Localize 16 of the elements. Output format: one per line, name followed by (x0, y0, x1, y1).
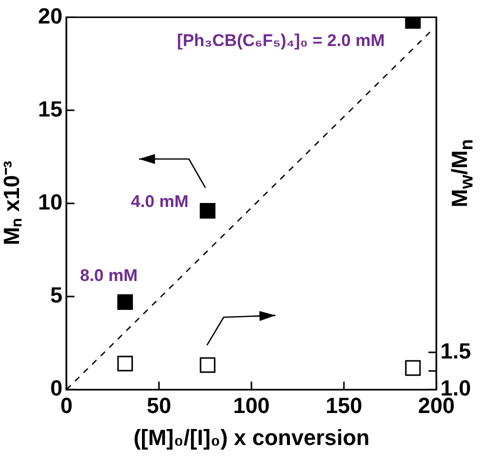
x-axis-title: ([M]₀/[I]₀) x conversion (133, 424, 370, 451)
y-tick-label: 5 (50, 282, 62, 308)
x-tick-label: 100 (233, 392, 270, 418)
annotation: 4.0 mM (130, 192, 189, 212)
annotation: 8.0 mM (80, 266, 138, 286)
y-tick-label: 0 (50, 376, 62, 401)
point (117, 294, 133, 310)
y-tick-label: 15 (38, 96, 62, 122)
x-tick-label: 150 (326, 392, 362, 418)
point (200, 203, 216, 219)
x-tick-label: 50 (146, 392, 172, 418)
annotation: [Ph₃CB(C₆F₅)₄]₀ = 2.0 mM (177, 31, 385, 52)
y-tick-label: 20 (38, 3, 62, 28)
y2-tick-label: 1.5 (440, 338, 472, 364)
y-axis-title: Mₙ x10⁻³ (0, 161, 26, 246)
y-tick-label: 10 (38, 189, 62, 214)
